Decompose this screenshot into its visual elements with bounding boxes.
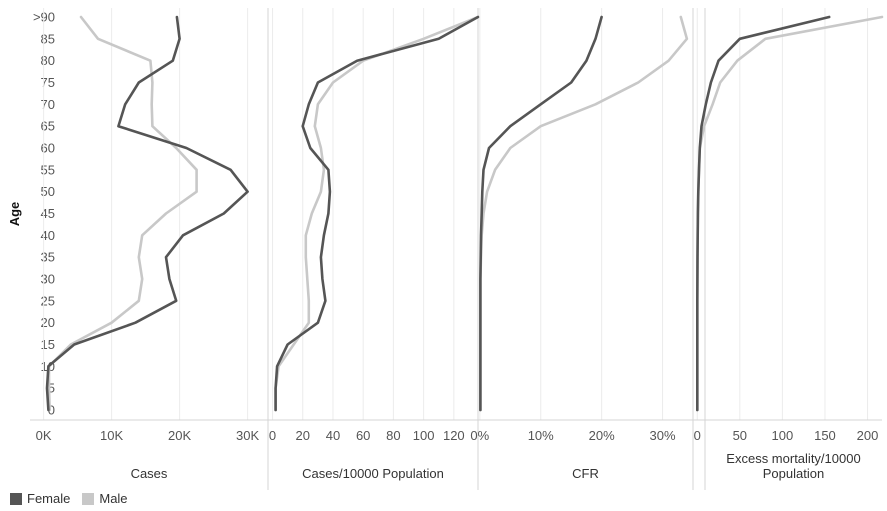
y-tick-label: 20 xyxy=(41,315,55,330)
x-axis-label: Population xyxy=(763,466,824,481)
y-tick-label: 15 xyxy=(41,337,55,352)
x-tick-label: 0K xyxy=(36,428,52,443)
legend-swatch-female xyxy=(10,492,22,505)
x-tick-label: 100 xyxy=(772,428,794,443)
y-axis-label: Age xyxy=(7,202,22,227)
x-tick-label: 20 xyxy=(296,428,310,443)
x-tick-label: 20K xyxy=(168,428,191,443)
series-line-male xyxy=(274,15,480,412)
x-tick-label: 20% xyxy=(589,428,615,443)
legend-label-male: Male xyxy=(99,491,128,506)
x-tick-label: 120 xyxy=(443,428,465,443)
legend-item-female: Female xyxy=(10,491,70,506)
series-line-female xyxy=(45,15,249,412)
x-tick-label: 0% xyxy=(470,428,489,443)
y-tick-label: 5 xyxy=(48,381,55,396)
series-line-female xyxy=(695,15,831,412)
series-line-male xyxy=(47,15,198,412)
y-tick-label: 45 xyxy=(41,206,55,221)
y-tick-label: 55 xyxy=(41,162,55,177)
series-line-female xyxy=(479,15,603,412)
legend-swatch-male xyxy=(82,492,95,505)
y-tick-label: 30 xyxy=(41,272,55,287)
y-tick-label: 0 xyxy=(48,403,55,418)
y-tick-label: 85 xyxy=(41,31,55,46)
x-tick-label: 100 xyxy=(413,428,435,443)
legend-label-female: Female xyxy=(27,491,71,506)
x-axis-label: CFR xyxy=(572,466,599,481)
x-tick-label: 30% xyxy=(650,428,676,443)
legend-item-male: Male xyxy=(82,491,128,506)
y-tick-label: 40 xyxy=(41,228,55,243)
y-tick-label: 35 xyxy=(41,250,55,265)
series-line-male xyxy=(479,15,689,412)
y-tick-label: 25 xyxy=(41,293,55,308)
x-tick-label: 200 xyxy=(857,428,879,443)
x-tick-label: 50 xyxy=(733,428,747,443)
x-tick-label: 0 xyxy=(694,428,701,443)
y-tick-label: 75 xyxy=(41,75,55,90)
x-tick-label: 60 xyxy=(356,428,370,443)
y-tick-label: 70 xyxy=(41,97,55,112)
x-tick-label: 40 xyxy=(326,428,340,443)
x-axis-label: Excess mortality/10000 xyxy=(726,451,860,466)
x-axis-label: Cases/10000 Population xyxy=(302,466,444,481)
x-tick-label: 80 xyxy=(386,428,400,443)
y-tick-label: 65 xyxy=(41,119,55,134)
x-tick-label: 10K xyxy=(100,428,123,443)
x-tick-label: 150 xyxy=(814,428,836,443)
series-line-male xyxy=(695,15,884,412)
y-tick-label: 80 xyxy=(41,53,55,68)
legend: Female Male xyxy=(10,491,140,506)
x-tick-label: 10% xyxy=(528,428,554,443)
series-line-female xyxy=(274,15,480,412)
x-tick-label: 30K xyxy=(236,428,259,443)
x-tick-label: 0 xyxy=(269,428,276,443)
y-tick-label: 60 xyxy=(41,141,55,156)
y-tick-label: 50 xyxy=(41,184,55,199)
x-axis-label: Cases xyxy=(131,466,168,481)
